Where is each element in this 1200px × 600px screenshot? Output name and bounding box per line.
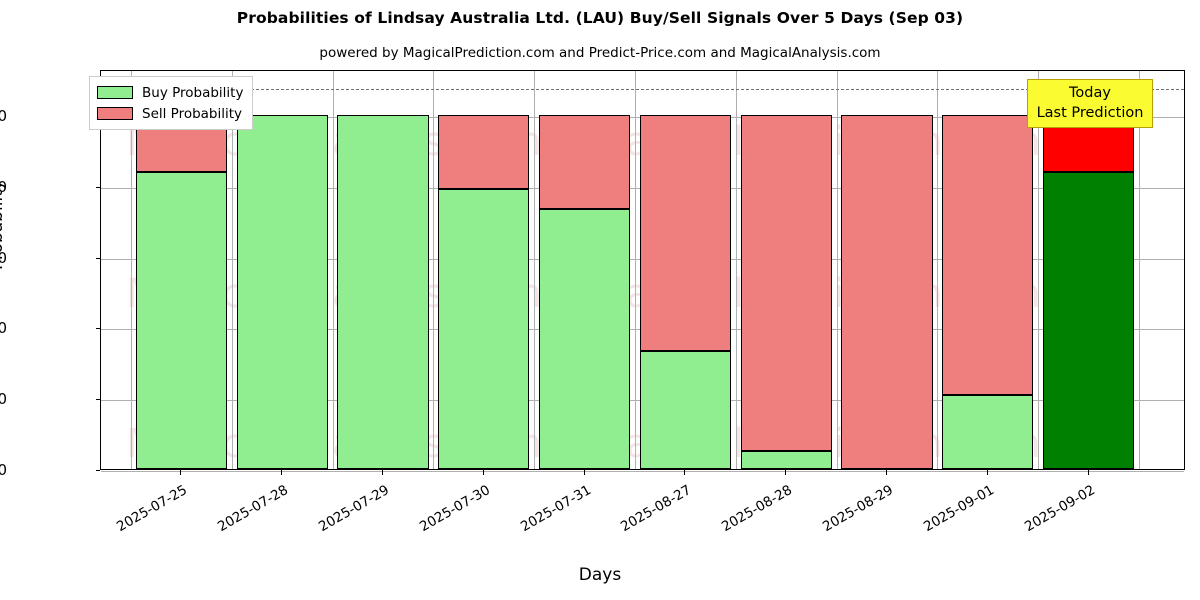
y-tick-mark	[95, 470, 100, 471]
y-tick-label: 0	[0, 461, 7, 479]
x-tick-mark	[986, 470, 988, 475]
today-annotation: Today Last Prediction	[1027, 79, 1153, 128]
x-tick-mark	[886, 470, 887, 475]
x-tick-label: 2025-08-27	[618, 482, 695, 536]
x-tick-label: 2025-09-01	[920, 482, 997, 536]
today-annotation-line1: Today	[1069, 85, 1111, 101]
bar-segment-sell	[639, 115, 731, 352]
gridline-vertical	[332, 71, 334, 469]
bar-segment-sell	[942, 115, 1034, 395]
x-tick-mark	[482, 470, 484, 475]
bar-segment-buy	[236, 115, 328, 469]
legend-swatch-buy-icon	[97, 86, 133, 99]
bar-segment-buy	[538, 208, 631, 469]
bar-segment-sell	[841, 115, 933, 469]
chart-legend: Buy Probability Sell Probability	[89, 76, 254, 130]
x-tick-label: 2025-09-02	[1021, 482, 1098, 536]
y-tick-mark	[95, 399, 100, 401]
reference-dashed-line	[101, 88, 1184, 90]
bar-group[interactable]	[438, 69, 530, 469]
bar-segment-sell	[740, 115, 832, 452]
x-tick-mark	[180, 470, 182, 475]
gridline-vertical	[1038, 71, 1040, 469]
x-tick-label: 2025-07-30	[416, 482, 493, 536]
bar-segment-buy	[1042, 171, 1135, 469]
bar-today[interactable]	[1042, 69, 1135, 469]
y-tick-label: 100	[0, 107, 7, 126]
y-tick-mark	[95, 257, 100, 259]
x-tick-label: 2025-07-25	[114, 482, 191, 536]
today-annotation-line2: Last Prediction	[1036, 105, 1144, 121]
gridline-vertical	[534, 71, 536, 469]
bar-segment-buy	[438, 189, 530, 469]
y-tick-mark	[95, 186, 100, 188]
gridline-vertical	[635, 71, 636, 469]
y-tick-mark	[95, 328, 100, 330]
chart-subtitle: powered by MagicalPrediction.com and Pre…	[319, 45, 881, 61]
bar-group[interactable]	[841, 69, 933, 469]
legend-label-sell: Sell Probability	[142, 105, 243, 122]
gridline-horizontal	[101, 471, 1184, 472]
gridline-vertical	[433, 71, 435, 469]
x-tick-label: 2025-08-29	[820, 482, 896, 536]
plot-area: MagicalAnalysis.comMagicalPrediction.com…	[100, 69, 1185, 472]
bar-group[interactable]	[538, 69, 631, 469]
bar-group[interactable]	[639, 69, 731, 469]
gridline-vertical	[231, 71, 233, 469]
bar-segment-sell	[538, 115, 631, 209]
gridline-vertical	[937, 71, 939, 469]
gridline-vertical	[1139, 71, 1140, 469]
x-tick-label: 2025-08-28	[719, 482, 796, 536]
bar-group[interactable]	[236, 69, 328, 469]
x-tick-mark	[382, 470, 383, 475]
gridline-vertical	[131, 71, 132, 469]
y-tick-label: 40	[0, 319, 7, 338]
bar-group[interactable]	[740, 69, 832, 469]
gridline-vertical	[836, 71, 838, 469]
y-tick-label: 60	[0, 248, 7, 267]
x-tick-mark	[684, 470, 686, 475]
y-tick-label: 80	[0, 177, 7, 196]
x-tick-mark	[281, 470, 283, 475]
legend-swatch-sell-icon	[97, 107, 133, 120]
x-tick-mark	[583, 470, 585, 475]
bar-segment-sell	[438, 115, 530, 190]
y-tick-label: 20	[0, 390, 7, 409]
x-tick-label: 2025-07-31	[517, 482, 594, 536]
bar-segment-buy	[639, 351, 731, 469]
legend-label-buy: Buy Probability	[142, 84, 244, 101]
bar-segment-buy	[740, 451, 832, 469]
bar-segment-buy	[337, 115, 429, 469]
bar-segment-buy	[135, 171, 227, 469]
chart-title: Probabilities of Lindsay Australia Ltd. …	[236, 9, 964, 27]
x-tick-label: 2025-07-29	[316, 482, 392, 536]
bar-group[interactable]	[942, 69, 1034, 469]
x-tick-label: 2025-07-28	[215, 482, 292, 536]
bar-segment-buy	[942, 394, 1034, 469]
x-tick-mark	[1087, 470, 1089, 475]
legend-item-sell: Sell Probability	[97, 103, 243, 124]
bar-group[interactable]	[337, 69, 429, 469]
x-axis-label: Days	[578, 565, 622, 585]
gridline-vertical	[735, 71, 737, 469]
x-tick-mark	[785, 470, 787, 475]
legend-item-buy: Buy Probability	[97, 82, 243, 103]
